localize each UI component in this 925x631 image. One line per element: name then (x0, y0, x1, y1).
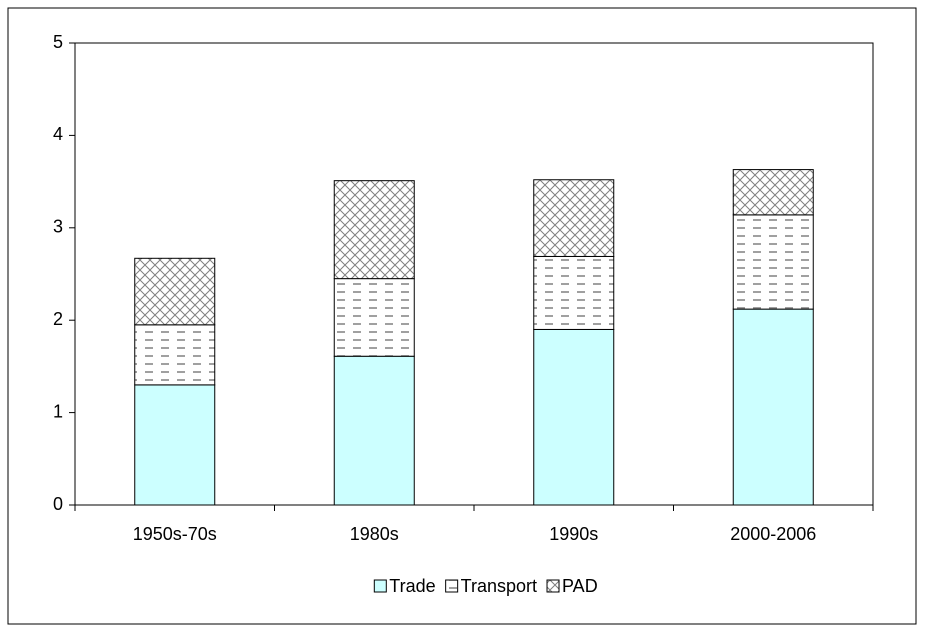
bar-segment (134, 384, 216, 506)
bar-segment (134, 257, 216, 326)
bar-segment (134, 324, 216, 386)
bar-segment (333, 180, 415, 280)
bar-segment (732, 169, 814, 216)
legend-label: PAD (562, 576, 598, 596)
y-tick-label: 2 (53, 309, 63, 329)
legend-label: Trade (389, 576, 435, 596)
bar-segment (732, 308, 814, 506)
chart-frame (7, 7, 917, 625)
bar-segment (732, 214, 814, 310)
legend-swatch (445, 579, 459, 593)
bar-segment (533, 179, 615, 257)
y-tick-label: 3 (53, 217, 63, 237)
bar-segment (533, 328, 615, 506)
bar-segment (533, 255, 615, 330)
x-tick-label: 1950s-70s (133, 524, 217, 544)
bar-segment (333, 355, 415, 506)
y-tick-label: 4 (53, 124, 63, 144)
x-tick-label: 1990s (549, 524, 598, 544)
y-tick-label: 0 (53, 494, 63, 514)
legend-label: Transport (461, 576, 537, 596)
y-tick-label: 5 (53, 32, 63, 52)
y-tick-label: 1 (53, 401, 63, 421)
x-tick-label: 1980s (350, 524, 399, 544)
legend-swatch (546, 579, 560, 593)
x-tick-label: 2000-2006 (730, 524, 816, 544)
legend-swatch (373, 579, 387, 593)
bar-segment (333, 278, 415, 357)
